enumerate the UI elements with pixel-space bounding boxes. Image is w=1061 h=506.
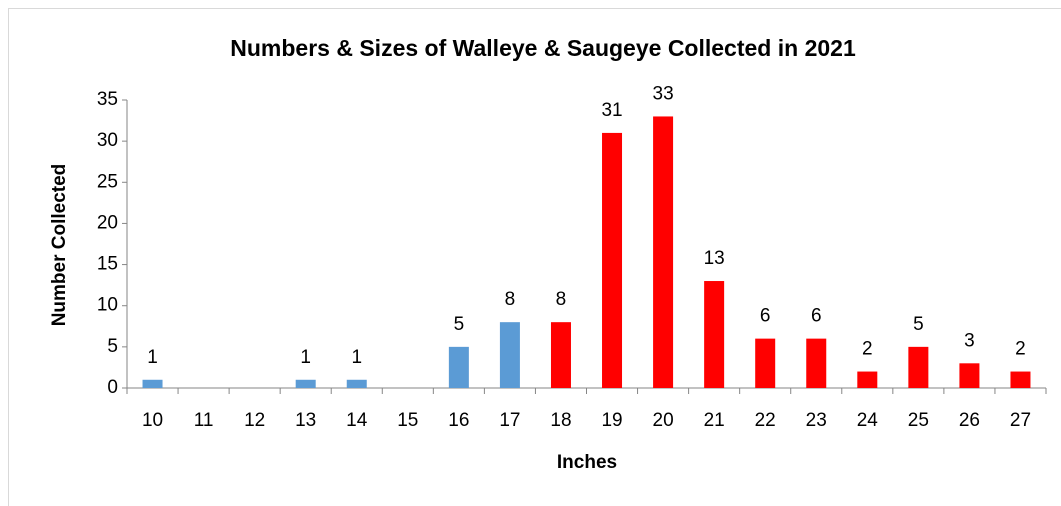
data-label: 8 bbox=[556, 289, 567, 310]
y-tick-label: 25 bbox=[97, 171, 118, 192]
x-tick-label: 13 bbox=[295, 410, 316, 431]
x-tick-label: 14 bbox=[346, 410, 368, 431]
bar bbox=[499, 322, 520, 388]
bar bbox=[755, 338, 776, 388]
bar bbox=[806, 338, 827, 388]
x-tick-label: 17 bbox=[499, 410, 520, 431]
bar bbox=[857, 371, 878, 388]
y-tick-label: 20 bbox=[97, 212, 118, 233]
x-tick-label: 21 bbox=[704, 410, 725, 431]
x-tick-label: 11 bbox=[194, 410, 214, 431]
bar bbox=[346, 379, 367, 388]
bar bbox=[908, 346, 929, 388]
bar bbox=[295, 379, 316, 388]
x-tick-label: 18 bbox=[550, 410, 571, 431]
x-tick-label: 22 bbox=[755, 410, 776, 431]
bar bbox=[448, 346, 469, 388]
data-label: 5 bbox=[454, 314, 465, 335]
x-tick-label: 15 bbox=[397, 410, 418, 431]
data-label: 3 bbox=[964, 330, 975, 351]
data-label: 13 bbox=[704, 248, 725, 269]
bar bbox=[959, 363, 980, 388]
x-axis-label: Inches bbox=[557, 452, 617, 473]
x-tick-label: 10 bbox=[142, 410, 163, 431]
y-tick-label: 0 bbox=[107, 377, 118, 398]
x-tick-label: 27 bbox=[1010, 410, 1031, 431]
y-tick-label: 5 bbox=[107, 336, 118, 357]
data-label: 1 bbox=[300, 347, 311, 368]
data-label: 5 bbox=[913, 314, 924, 335]
data-label: 31 bbox=[601, 100, 622, 121]
data-label: 8 bbox=[505, 289, 516, 310]
bar bbox=[602, 132, 623, 388]
x-tick-label: 12 bbox=[244, 410, 265, 431]
bar bbox=[550, 322, 571, 388]
bar bbox=[704, 281, 725, 388]
data-label: 2 bbox=[862, 339, 873, 360]
x-tick-label: 19 bbox=[601, 410, 622, 431]
chart-border bbox=[8, 8, 1061, 506]
bar bbox=[142, 379, 163, 388]
y-tick-label: 30 bbox=[97, 130, 118, 151]
y-tick-label: 35 bbox=[97, 89, 118, 110]
data-label: 1 bbox=[351, 347, 362, 368]
x-tick-label: 26 bbox=[959, 410, 980, 431]
bar bbox=[1010, 371, 1031, 388]
x-tick-label: 23 bbox=[806, 410, 827, 431]
y-axis-label: Number Collected bbox=[49, 164, 70, 327]
x-tick-label: 20 bbox=[653, 410, 674, 431]
x-tick-label: 16 bbox=[448, 410, 469, 431]
data-label: 2 bbox=[1015, 339, 1026, 360]
data-label: 6 bbox=[760, 306, 771, 327]
x-tick-label: 25 bbox=[908, 410, 929, 431]
y-tick-label: 10 bbox=[97, 295, 118, 316]
data-label: 6 bbox=[811, 306, 822, 327]
bar bbox=[653, 116, 674, 388]
data-label: 33 bbox=[653, 83, 674, 104]
x-tick-label: 24 bbox=[857, 410, 879, 431]
data-label: 1 bbox=[147, 347, 158, 368]
y-tick-label: 15 bbox=[97, 254, 118, 275]
chart-title: Numbers & Sizes of Walleye & Saugeye Col… bbox=[230, 35, 856, 61]
